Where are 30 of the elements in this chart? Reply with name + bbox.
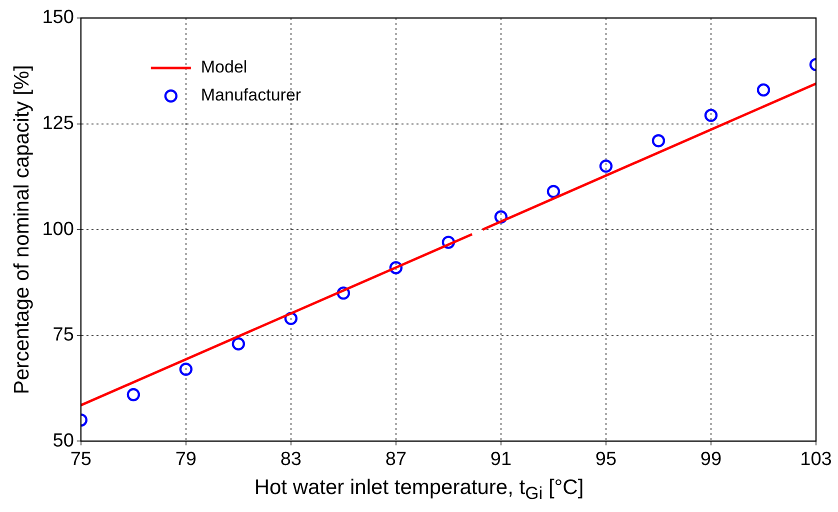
y-tick-label: 50 — [52, 430, 74, 452]
y-tick-label: 125 — [42, 113, 74, 134]
y-tick-label: 100 — [42, 218, 74, 240]
y-axis-title: Percentage of nominal capacity [%] — [10, 65, 34, 394]
x-tick-label: 99 — [700, 448, 722, 470]
x-tick-label: 87 — [385, 448, 407, 470]
x-tick-label: 103 — [800, 448, 832, 470]
point — [284, 312, 298, 326]
point — [442, 236, 456, 249]
point — [232, 337, 246, 350]
y-tick-label: 75 — [52, 324, 74, 346]
x-tick-label: 95 — [595, 448, 617, 470]
legend-label: Manufacturer — [200, 86, 302, 105]
point — [389, 261, 403, 274]
point — [546, 184, 560, 198]
x-axis-title: Hot water inlet temperature, t$_{Gi}$ [°C] — [253, 476, 585, 504]
point — [599, 160, 613, 173]
x-tick-label: 79 — [175, 448, 196, 470]
y-tick-label: 150 — [42, 7, 74, 28]
point — [652, 134, 666, 148]
point — [494, 210, 508, 224]
point — [126, 388, 140, 402]
point — [756, 83, 770, 97]
point — [179, 362, 193, 376]
legend-label: Model — [200, 58, 248, 77]
x-tick-label: 83 — [280, 448, 302, 470]
x-tick-label: 91 — [490, 448, 512, 470]
point — [336, 286, 350, 300]
point — [704, 108, 718, 122]
x-tick-label: 75 — [70, 448, 92, 470]
